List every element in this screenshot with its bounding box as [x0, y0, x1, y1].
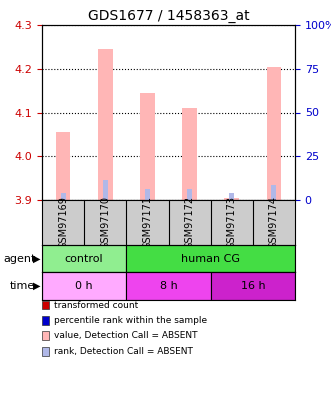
Bar: [140, 93, 155, 200]
Bar: [126, 272, 211, 300]
Bar: [187, 189, 192, 200]
Text: GSM97171: GSM97171: [142, 196, 152, 249]
Bar: [56, 132, 71, 200]
Text: 0 h: 0 h: [75, 281, 93, 291]
Text: GSM97170: GSM97170: [100, 196, 110, 249]
Title: GDS1677 / 1458363_at: GDS1677 / 1458363_at: [88, 9, 249, 23]
Bar: [271, 185, 276, 200]
Bar: [126, 245, 295, 272]
Text: human CG: human CG: [181, 254, 240, 264]
Bar: [211, 272, 295, 300]
Text: agent: agent: [3, 254, 35, 264]
Bar: [145, 189, 150, 200]
Bar: [266, 66, 281, 200]
Text: GSM97169: GSM97169: [58, 196, 68, 249]
Text: transformed count: transformed count: [54, 301, 138, 309]
Bar: [182, 108, 197, 200]
Text: 8 h: 8 h: [160, 281, 177, 291]
Text: ▶: ▶: [33, 254, 40, 264]
Text: GSM97172: GSM97172: [185, 196, 195, 249]
Bar: [61, 194, 66, 200]
Bar: [103, 180, 108, 200]
Bar: [229, 194, 234, 200]
Bar: [42, 245, 126, 272]
Bar: [42, 272, 126, 300]
Text: GSM97173: GSM97173: [227, 196, 237, 249]
Text: control: control: [65, 254, 104, 264]
Bar: [224, 198, 239, 200]
Text: percentile rank within the sample: percentile rank within the sample: [54, 316, 208, 325]
Text: value, Detection Call = ABSENT: value, Detection Call = ABSENT: [54, 331, 198, 340]
Text: time: time: [10, 281, 35, 291]
Text: rank, Detection Call = ABSENT: rank, Detection Call = ABSENT: [54, 347, 193, 356]
Text: ▶: ▶: [33, 281, 40, 291]
Bar: [98, 49, 113, 200]
Text: GSM97174: GSM97174: [269, 196, 279, 249]
Text: 16 h: 16 h: [241, 281, 265, 291]
